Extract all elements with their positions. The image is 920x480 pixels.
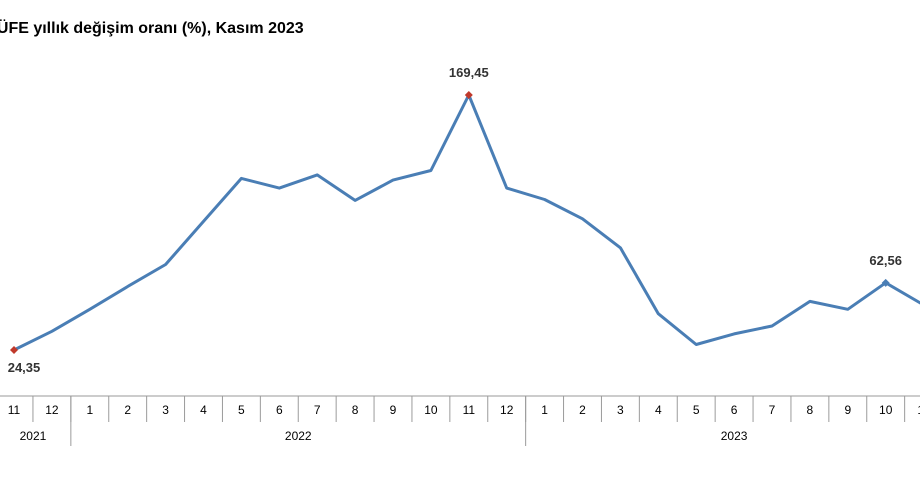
x-tick-label: 7	[769, 403, 776, 417]
x-axis: 1112123456789101112123456789101120212022…	[0, 395, 920, 446]
x-tick-label: 6	[731, 403, 738, 417]
data-label: 24,35	[8, 360, 41, 375]
x-tick-label: 2	[579, 403, 586, 417]
x-tick-label: 12	[45, 403, 59, 417]
x-tick-label: 10	[424, 403, 438, 417]
chart-title: D-ÜFE yıllık değişim oranı (%), Kasım 20…	[0, 20, 304, 37]
year-label: 2021	[20, 429, 47, 443]
x-tick-label: 9	[844, 403, 851, 417]
x-tick-label: 12	[500, 403, 514, 417]
x-tick-label: 3	[617, 403, 624, 417]
x-tick-label: 8	[352, 403, 359, 417]
x-tick-label: 4	[655, 403, 662, 417]
series-line	[12, 93, 920, 352]
plot-area	[12, 93, 920, 352]
x-tick-label: 9	[390, 403, 397, 417]
x-tick-label: 11	[8, 403, 21, 417]
x-tick-label: 2	[124, 403, 131, 417]
year-label: 2022	[285, 429, 312, 443]
x-tick-label: 11	[917, 403, 920, 417]
data-label: 169,45	[449, 65, 489, 80]
x-tick-label: 4	[200, 403, 207, 417]
x-tick-label: 5	[693, 403, 700, 417]
x-tick-label: 6	[276, 403, 283, 417]
year-label: 2023	[721, 429, 748, 443]
data-label: 62,56	[869, 253, 902, 268]
data-marker	[464, 91, 473, 99]
data-marker	[10, 346, 18, 354]
x-tick-label: 11	[463, 403, 476, 417]
x-tick-label: 1	[86, 403, 93, 417]
data-marker	[881, 278, 890, 287]
x-tick-label: 10	[879, 403, 893, 417]
x-tick-label: 3	[162, 403, 169, 417]
x-tick-label: 1	[541, 403, 548, 417]
x-tick-label: 5	[238, 403, 245, 417]
x-tick-label: 8	[807, 403, 814, 417]
x-tick-label: 7	[314, 403, 321, 417]
